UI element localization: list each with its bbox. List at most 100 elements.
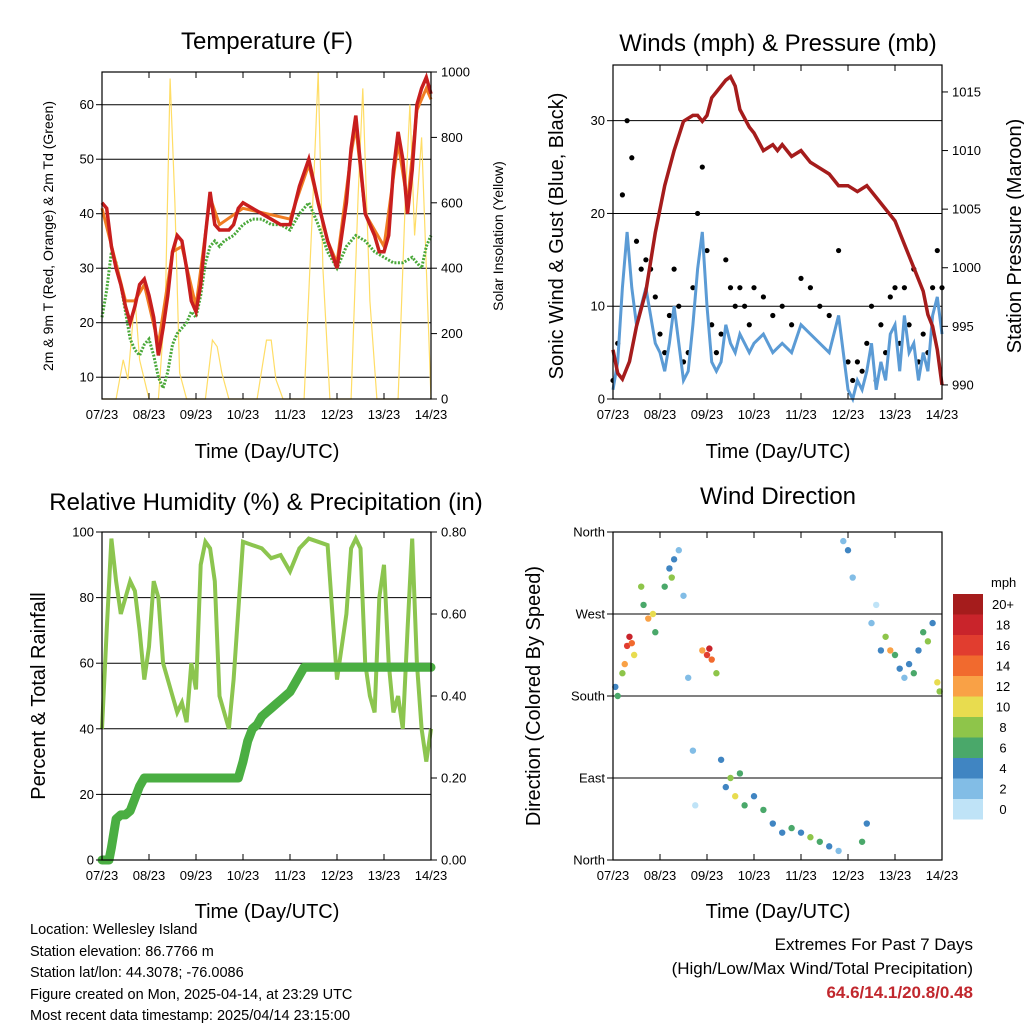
gust-point — [760, 294, 767, 300]
direction-point — [612, 683, 619, 691]
direction-point — [769, 820, 776, 827]
wind-direction-xlabel: Time (Day/UTC) — [706, 901, 851, 923]
gust-point — [901, 285, 908, 291]
wind-direction-series — [612, 537, 943, 855]
colorbar-swatch — [953, 676, 983, 697]
pressure-line — [611, 74, 944, 386]
y-tick-label: 40 — [80, 206, 94, 221]
direction-point — [849, 574, 856, 581]
gust-point — [695, 210, 701, 217]
direction-point — [623, 642, 631, 650]
direction-point — [675, 547, 682, 554]
direction-point — [626, 633, 633, 640]
wind-pressure-xlabel: Time (Day/UTC) — [706, 441, 851, 463]
direction-point — [619, 670, 626, 677]
wind-pressure-panel: Winds (mph) & Pressure (mb) 07/23 08/23 09… — [546, 30, 1024, 463]
direction-point — [863, 820, 870, 827]
y2-tick-label: 800 — [441, 130, 463, 145]
y-tick-label: 10 — [591, 299, 605, 314]
direction-point — [826, 843, 833, 850]
temperature-series — [100, 71, 433, 400]
gust-point — [657, 331, 663, 337]
x-tick-label: 12/23 — [321, 868, 354, 883]
x-tick-label: 10/23 — [738, 407, 771, 422]
station-info: Location: Wellesley Island Station eleva… — [30, 920, 352, 1028]
gust-point — [737, 285, 743, 291]
temperature-panel: Temperature (F) 07/23 08/23 09/23 10/23 11/2… — [40, 28, 506, 463]
x-tick-label: 14/23 — [926, 407, 959, 422]
gust-point — [624, 118, 630, 124]
gust-point — [704, 247, 710, 254]
humidity-precip-panel: Relative Humidity (%) & Precipitation (i… — [28, 489, 483, 923]
direction-point — [638, 583, 645, 590]
gust-point — [676, 303, 682, 309]
direction-point — [668, 574, 675, 581]
colorbar-label: 12 — [996, 679, 1010, 694]
y-tick-label: 30 — [80, 261, 94, 276]
direction-point — [652, 629, 659, 636]
direction-point — [882, 633, 889, 640]
y2-tick-label: 1005 — [952, 202, 981, 217]
gust-point — [817, 303, 823, 309]
direction-point — [628, 639, 635, 647]
gust-point — [723, 257, 729, 263]
gust-point — [845, 359, 851, 365]
direction-point — [736, 770, 744, 777]
temperature-gridlines — [102, 104, 431, 378]
direction-point — [816, 838, 823, 845]
y-tick-label: North — [573, 853, 605, 868]
y-tick-label: 50 — [80, 152, 94, 167]
x-tick-label: 10/23 — [738, 868, 771, 883]
direction-point — [844, 547, 852, 554]
direction-point — [891, 651, 899, 659]
precip-line — [97, 662, 436, 865]
wind-pressure-ticks: 07/23 08/23 09/23 10/23 11/23 12/23 13/23 14/23… — [591, 65, 981, 422]
colorbar-label: 18 — [996, 618, 1010, 633]
direction-point — [689, 747, 697, 754]
gust-point — [690, 285, 696, 291]
colorbar-label: 14 — [996, 659, 1010, 674]
temperature-title: Temperature (F) — [181, 28, 353, 55]
y-tick-label: 60 — [80, 656, 94, 671]
direction-point — [640, 601, 647, 609]
temperature-ticks: 07/23 08/23 09/23 10/23 11/23 12/23 13/23 14/23… — [80, 65, 470, 423]
gust-point — [868, 303, 875, 309]
y2-tick-label: 0 — [441, 392, 448, 407]
colorbar-label: 16 — [996, 638, 1010, 653]
y2-tick-label: 0.80 — [441, 525, 466, 540]
humidity-precip-series — [97, 533, 436, 865]
gust-point — [746, 322, 752, 328]
direction-point — [901, 674, 908, 681]
direction-point — [835, 847, 842, 855]
direction-point — [722, 783, 729, 791]
direction-point — [680, 592, 687, 599]
colorbar-label: 20+ — [992, 597, 1014, 612]
gust-point — [633, 238, 640, 244]
gust-point — [878, 322, 884, 328]
gust-point — [742, 303, 748, 309]
gust-point — [887, 294, 893, 300]
direction-point — [630, 651, 638, 659]
colorbar-swatch — [953, 614, 983, 635]
direction-point — [703, 651, 711, 659]
extremes-subtitle: (High/Low/Max Wind/Total Precipitation) — [671, 959, 973, 978]
direction-point — [840, 537, 847, 545]
x-tick-label: 14/23 — [415, 868, 448, 883]
y-tick-label: North — [573, 525, 605, 540]
colorbar-label: 8 — [999, 720, 1006, 735]
x-tick-label: 14/23 — [415, 407, 448, 422]
y2-tick-label: 1000 — [952, 260, 981, 275]
wind-pressure-title: Winds (mph) & Pressure (mb) — [619, 30, 936, 57]
gust-point — [770, 312, 776, 319]
y2-tick-label: 200 — [441, 326, 463, 341]
extremes-values: 64.6/14.1/20.8/0.48 — [826, 983, 973, 1002]
colorbar-swatch — [953, 717, 983, 738]
humidity-line — [100, 533, 433, 762]
wind-direction-title: Wind Direction — [700, 483, 856, 510]
direction-point — [797, 829, 805, 836]
temperature-ylabel: 2m & 9m T (Red, Orange) & 2m Td (Green) — [40, 101, 56, 371]
direction-point — [868, 619, 875, 627]
x-tick-label: 08/23 — [133, 407, 166, 422]
colorbar-title: mph — [991, 575, 1016, 590]
direction-point — [920, 629, 927, 636]
